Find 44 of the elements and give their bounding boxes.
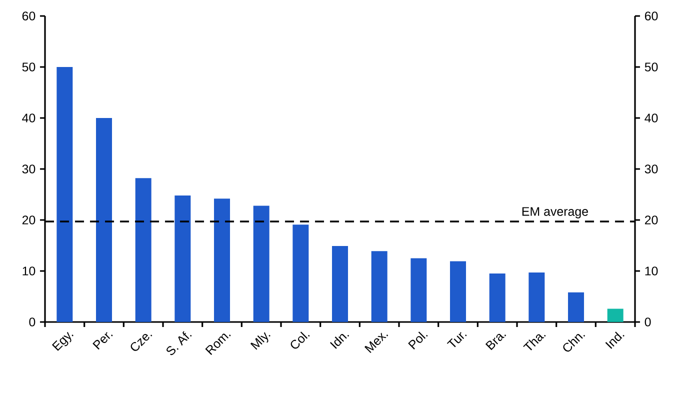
y2-tick-label: 40 <box>644 114 658 122</box>
bar <box>607 308 624 322</box>
y2-tick-label: 0 <box>644 318 651 326</box>
x-tick-label: Idn. <box>330 334 350 349</box>
y2-tick-label: 50 <box>644 62 658 72</box>
y-tick-label: 40 <box>22 114 36 122</box>
y-tick-label: 10 <box>22 266 36 276</box>
bar <box>174 196 191 322</box>
x-tick-label: Mly. <box>250 332 270 350</box>
x-tick-label: Chn. <box>563 334 586 352</box>
x-tick-label: Pol. <box>408 332 428 350</box>
x-tick-label: Col. <box>290 332 310 349</box>
y-tick-label: 20 <box>22 216 36 224</box>
bar <box>371 251 388 322</box>
bar <box>135 178 152 322</box>
ref-line-label: EM average <box>522 207 588 218</box>
x-tick-label: Ind. <box>605 332 624 349</box>
bar <box>292 224 309 322</box>
y-tick-label: 50 <box>22 62 36 72</box>
y-tick-label: 30 <box>22 164 36 174</box>
bar <box>568 292 584 322</box>
x-tick-label: Tha. <box>523 334 546 350</box>
bar <box>253 206 270 322</box>
bar <box>489 274 506 322</box>
bar <box>214 198 230 322</box>
x-tick-label: S. Af. <box>166 331 192 356</box>
bar <box>528 272 545 322</box>
bar <box>450 261 466 322</box>
y2-tick-label: 20 <box>644 216 658 224</box>
bar <box>56 67 73 322</box>
y-tick-label: 0 <box>29 318 36 326</box>
x-tick-label: Cze. <box>130 334 152 351</box>
y2-tick-label: 60 <box>644 12 658 20</box>
x-tick-label: Egy. <box>52 332 74 351</box>
y2-tick-label: 10 <box>645 266 658 276</box>
bar <box>332 246 348 322</box>
bar <box>410 258 427 322</box>
x-tick-label: Mex. <box>364 332 388 354</box>
x-tick-label: Per. <box>92 332 113 350</box>
bar <box>96 118 112 322</box>
y-tick-label: 60 <box>22 12 36 20</box>
x-tick-label: Tur. <box>446 332 467 348</box>
x-tick-label: Bra. <box>485 334 506 350</box>
y2-tick-label: 30 <box>644 164 658 174</box>
